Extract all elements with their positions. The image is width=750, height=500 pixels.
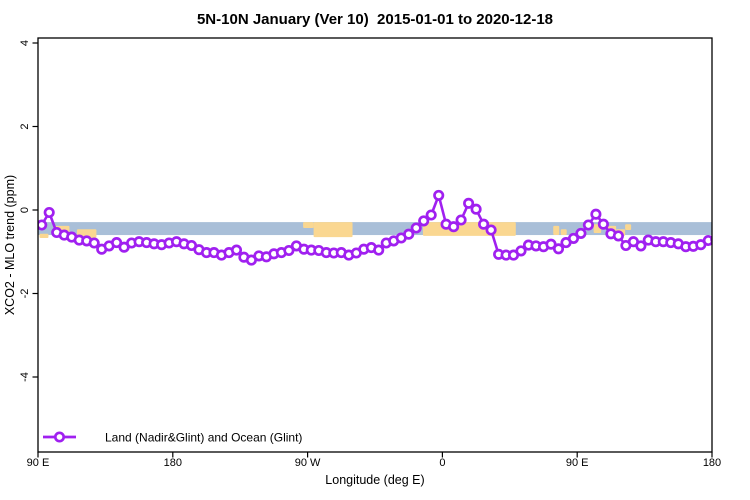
y-tick-label: -4	[19, 372, 31, 382]
ocean-band	[38, 222, 712, 236]
data-point	[485, 224, 497, 236]
x-tick-label: 0	[439, 457, 445, 469]
data-point	[111, 237, 123, 249]
data-point	[448, 221, 460, 233]
data-point	[433, 189, 445, 201]
y-tick-label: 0	[19, 207, 31, 213]
x-tick-label: 180	[703, 457, 721, 469]
data-point	[425, 209, 437, 221]
land-patch	[39, 233, 49, 238]
y-tick-label: -2	[19, 289, 31, 299]
legend-marker-icon	[53, 431, 66, 443]
data-point	[43, 206, 55, 219]
y-tick-label: 4	[19, 40, 31, 46]
data-point	[478, 218, 490, 230]
land-patch	[422, 222, 516, 236]
data-point	[635, 240, 647, 252]
plot-border	[37, 37, 713, 453]
land-patch	[625, 224, 632, 231]
land-patch	[303, 222, 314, 228]
x-tick-label: 90 W	[295, 457, 321, 469]
y-tick-label: 2	[19, 123, 31, 129]
data-point	[552, 243, 565, 255]
data-point	[373, 244, 385, 256]
geography-band-layer	[38, 222, 712, 238]
land-patch	[553, 225, 560, 236]
data-point	[403, 228, 415, 240]
data-point	[710, 235, 712, 244]
chart-title: 5N-10N January (Ver 10) 2015-01-01 to 20…	[197, 11, 553, 28]
data-point	[702, 234, 712, 247]
data-point	[463, 197, 475, 209]
x-tick-label: 180	[164, 457, 182, 469]
x-axis-title: Longitude (deg E)	[325, 473, 424, 487]
data-point	[597, 218, 609, 230]
land-patch	[560, 229, 567, 236]
data-point	[38, 219, 48, 231]
data-point	[230, 244, 243, 256]
data-point	[567, 232, 580, 244]
y-axis-title: XCO2 - MLO trend (ppm)	[3, 175, 17, 315]
data-point	[545, 238, 557, 250]
data-point	[612, 230, 624, 242]
data-point	[410, 222, 422, 234]
ticks-layer: 90 E 180 90 W 0 90 E 180 4 2 0 -2 -4	[19, 40, 721, 469]
data-point	[283, 244, 295, 257]
data-point	[455, 214, 467, 226]
x-tick-label: 90 E	[27, 457, 50, 469]
x-tick-label: 90 E	[566, 457, 589, 469]
data-point	[590, 208, 602, 220]
data-point	[418, 215, 430, 227]
data-point	[88, 237, 100, 249]
data-point	[575, 227, 587, 239]
series-layer	[38, 189, 712, 266]
data-point	[470, 203, 482, 215]
data-point	[582, 219, 594, 231]
legend: Land (Nadir&Glint) and Ocean (Glint)	[43, 431, 302, 445]
legend-label: Land (Nadir&Glint) and Ocean (Glint)	[105, 431, 302, 445]
data-point	[515, 245, 527, 257]
land-patch	[313, 222, 353, 238]
